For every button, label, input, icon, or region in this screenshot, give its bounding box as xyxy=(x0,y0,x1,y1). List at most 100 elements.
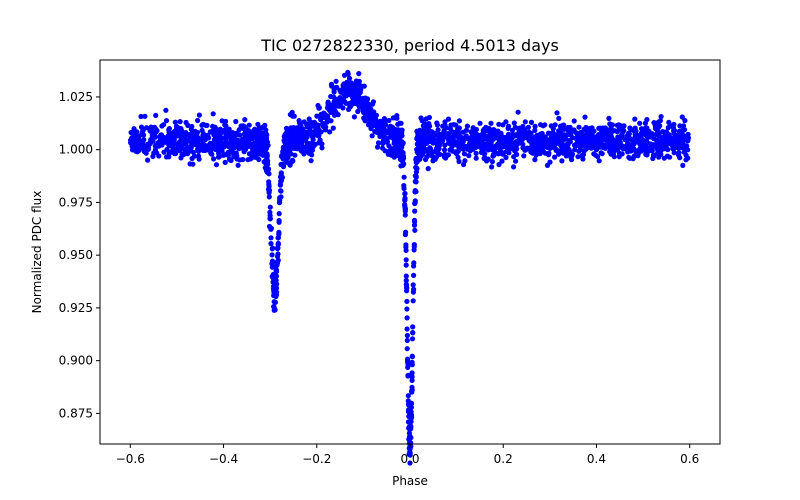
data-point xyxy=(134,133,140,139)
data-point xyxy=(284,143,290,149)
data-point xyxy=(409,354,415,360)
data-point xyxy=(514,151,520,158)
data-point xyxy=(196,156,202,162)
data-point xyxy=(500,122,506,128)
data-point xyxy=(317,137,323,143)
data-point xyxy=(178,137,184,143)
data-point xyxy=(224,142,231,148)
data-point xyxy=(134,145,140,151)
data-point xyxy=(499,151,505,157)
data-point xyxy=(445,116,452,122)
data-point xyxy=(571,127,577,133)
data-point xyxy=(651,152,657,158)
data-point xyxy=(404,306,410,312)
data-point xyxy=(661,155,667,161)
data-point xyxy=(463,127,469,133)
data-point xyxy=(426,128,432,134)
data-point xyxy=(314,132,321,138)
data-point xyxy=(249,135,255,141)
data-point xyxy=(568,131,574,138)
y-tick-label: 0.925 xyxy=(59,301,93,315)
data-point xyxy=(242,117,248,123)
data-point xyxy=(417,127,423,133)
data-point xyxy=(402,206,408,212)
data-point xyxy=(377,133,383,139)
data-point xyxy=(344,87,350,93)
data-point xyxy=(662,130,668,136)
data-point xyxy=(577,147,583,153)
data-point xyxy=(401,174,407,180)
data-point xyxy=(276,229,282,235)
data-point xyxy=(163,107,169,113)
data-point xyxy=(141,143,147,149)
data-point xyxy=(217,136,223,142)
data-point xyxy=(426,114,432,121)
data-point xyxy=(594,140,600,146)
data-point xyxy=(286,150,292,156)
data-point xyxy=(426,123,432,130)
data-point xyxy=(311,129,317,135)
data-point xyxy=(671,128,677,134)
data-point xyxy=(374,129,380,135)
data-point xyxy=(181,146,187,152)
x-axis-label: Phase xyxy=(392,474,428,488)
data-point xyxy=(237,142,244,148)
data-point xyxy=(537,131,544,137)
data-point xyxy=(283,132,289,139)
data-point xyxy=(398,140,404,146)
data-point xyxy=(473,150,479,156)
data-point xyxy=(609,136,615,142)
data-point xyxy=(408,413,415,419)
data-point xyxy=(403,273,409,279)
data-point xyxy=(172,151,179,157)
data-point xyxy=(563,136,569,142)
data-point xyxy=(505,141,511,147)
data-points xyxy=(128,69,692,466)
data-point xyxy=(361,109,367,116)
data-point xyxy=(547,145,554,151)
data-point xyxy=(341,72,348,78)
data-point xyxy=(404,298,410,304)
data-point xyxy=(480,127,486,133)
data-point xyxy=(278,161,284,168)
data-point xyxy=(602,125,609,131)
data-point xyxy=(304,124,310,130)
data-point xyxy=(404,337,410,344)
data-point xyxy=(185,132,191,138)
data-point xyxy=(204,122,210,128)
data-point xyxy=(466,135,472,142)
data-point xyxy=(358,87,364,93)
data-point xyxy=(484,158,490,164)
data-point xyxy=(665,125,671,131)
data-point xyxy=(307,128,313,134)
data-point xyxy=(677,123,683,129)
data-point xyxy=(556,136,562,142)
data-point xyxy=(276,219,282,225)
data-point xyxy=(604,143,611,149)
data-point xyxy=(332,108,338,114)
data-point xyxy=(382,148,388,154)
data-point xyxy=(150,153,156,159)
data-point xyxy=(262,165,268,171)
data-point xyxy=(409,384,415,390)
data-point xyxy=(267,204,273,210)
data-point xyxy=(405,401,412,407)
data-point xyxy=(571,118,577,124)
data-point xyxy=(364,97,370,103)
data-point xyxy=(515,109,521,115)
data-point xyxy=(134,129,140,135)
data-point xyxy=(532,127,538,133)
data-point xyxy=(278,176,285,182)
data-point xyxy=(548,123,554,129)
data-point xyxy=(381,122,387,128)
data-point xyxy=(370,101,376,107)
data-point xyxy=(683,157,689,163)
data-point xyxy=(394,152,400,158)
data-point xyxy=(492,143,498,149)
data-point xyxy=(328,118,334,124)
data-point xyxy=(296,118,302,124)
data-point xyxy=(204,146,210,152)
data-point xyxy=(420,144,427,150)
data-point xyxy=(425,148,431,154)
data-point xyxy=(341,81,347,87)
